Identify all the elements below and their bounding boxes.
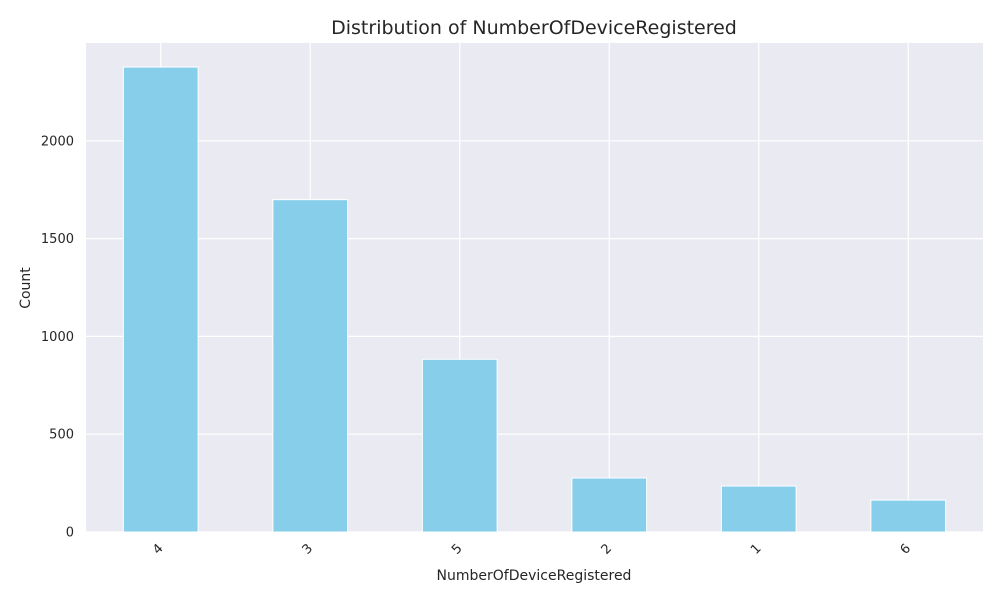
y-tick-label: 0 — [66, 526, 74, 541]
bar-1 — [720, 485, 797, 533]
bar-5 — [421, 358, 498, 533]
x-tick-label: 4 — [150, 541, 166, 557]
x-tick-label: 1 — [748, 541, 764, 557]
x-tick-label: 6 — [898, 541, 914, 557]
bars — [122, 66, 947, 533]
x-tick-label: 5 — [449, 541, 465, 557]
y-tick-label: 2000 — [41, 134, 74, 149]
y-tick-label: 1500 — [41, 232, 74, 247]
y-axis-ticks: 0 500 1000 1500 2000 — [41, 134, 74, 540]
bar-2 — [571, 477, 648, 533]
bar-4 — [122, 66, 199, 533]
chart-title: Distribution of NumberOfDeviceRegistered — [331, 17, 737, 39]
x-axis-label: NumberOfDeviceRegistered — [437, 568, 632, 584]
bar-6 — [870, 499, 947, 533]
y-tick-label: 500 — [49, 428, 74, 443]
y-axis-label: Count — [18, 267, 34, 309]
x-tick-label: 2 — [599, 541, 615, 557]
bar-3 — [272, 199, 349, 533]
x-axis-ticks: 4 3 5 2 1 6 — [150, 541, 914, 557]
plot-area — [86, 43, 983, 532]
y-tick-label: 1000 — [41, 330, 74, 345]
x-tick-label: 3 — [300, 541, 316, 557]
